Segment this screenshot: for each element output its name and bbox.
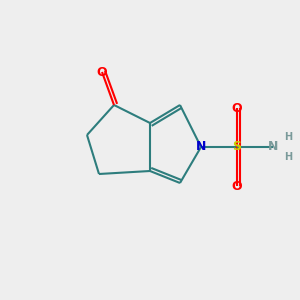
Text: O: O bbox=[97, 65, 107, 79]
Text: N: N bbox=[268, 140, 278, 154]
Text: O: O bbox=[232, 101, 242, 115]
Text: H: H bbox=[284, 131, 292, 142]
Text: O: O bbox=[232, 179, 242, 193]
Text: N: N bbox=[196, 140, 206, 154]
Text: H: H bbox=[284, 152, 292, 163]
Text: S: S bbox=[232, 140, 242, 154]
